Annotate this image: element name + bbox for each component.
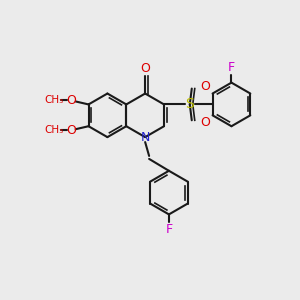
Text: N: N	[140, 130, 150, 144]
Text: CH₃: CH₃	[44, 125, 64, 135]
Text: S: S	[185, 98, 194, 111]
Text: F: F	[165, 223, 172, 236]
Text: O: O	[201, 116, 211, 129]
Text: CH₃: CH₃	[44, 95, 64, 106]
Text: O: O	[66, 124, 76, 137]
Text: O: O	[201, 80, 211, 93]
Text: O: O	[140, 62, 150, 75]
Text: F: F	[228, 61, 235, 74]
Text: O: O	[66, 94, 76, 107]
